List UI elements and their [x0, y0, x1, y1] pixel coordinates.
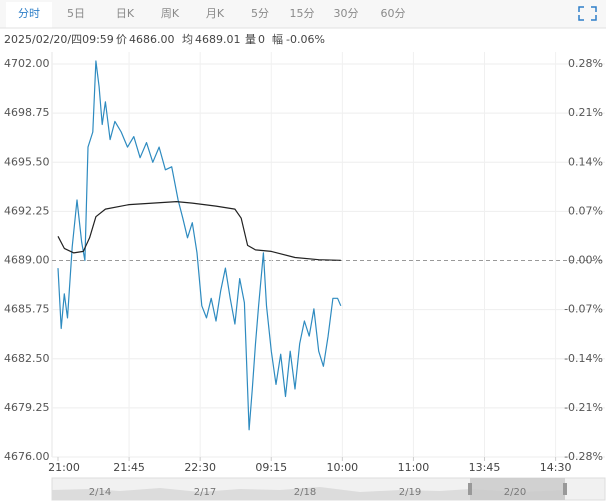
toolbar: [0, 0, 606, 28]
x-tick-label: 13:45: [469, 461, 501, 474]
info-label: 均: [182, 33, 193, 46]
y2-tick-label: -0.07%: [564, 303, 603, 316]
navigator-date: 2/19: [399, 487, 421, 498]
x-tick-label: 22:30: [184, 461, 216, 474]
navigator-date: 2/20: [504, 487, 526, 498]
y-tick-label: 4682.50: [4, 352, 50, 365]
series-line: [57, 201, 341, 261]
y-tick-label: 4689.00: [4, 254, 50, 267]
navigator-window[interactable]: [470, 478, 565, 500]
tab[interactable]: 60分: [381, 7, 406, 20]
navigator-preview: [52, 487, 565, 500]
info-value: 4686.00: [129, 33, 175, 46]
info-label: 价: [116, 33, 127, 46]
y2-tick-label: 0.00%: [568, 254, 603, 267]
x-tick-label: 10:00: [326, 461, 358, 474]
tab[interactable]: 分时: [18, 7, 40, 20]
y-tick-label: 4695.50: [4, 155, 50, 168]
navigator-handle[interactable]: [563, 483, 567, 495]
y-tick-label: 4676.00: [4, 450, 50, 463]
navigator-date: 2/17: [194, 487, 216, 498]
info-value: -0.06%: [286, 33, 325, 46]
tab[interactable]: 15分: [290, 7, 315, 20]
series-line: [57, 60, 342, 431]
y-tick-label: 4685.75: [4, 303, 50, 316]
info-value: 4689.01: [195, 33, 241, 46]
y-tick-label: 4679.25: [4, 401, 50, 414]
fullscreen-icon[interactable]: [578, 6, 597, 21]
x-tick-label: 21:00: [48, 461, 80, 474]
info-label: 幅: [272, 33, 283, 46]
y2-tick-label: 0.07%: [568, 204, 603, 217]
navigator-date: 2/14: [89, 487, 111, 498]
tab[interactable]: 周K: [161, 7, 180, 20]
y2-tick-label: -0.28%: [564, 450, 603, 463]
info-line: 2025/02/20/四09:59 价 4686.00 均 4689.01 量 …: [4, 33, 325, 46]
tab[interactable]: 5分: [251, 7, 269, 20]
x-tick-label: 21:45: [113, 461, 145, 474]
x-tick-label: 14:30: [540, 461, 572, 474]
info-time: 2025/02/20/四09:59: [4, 33, 114, 46]
y2-tick-label: 0.14%: [568, 155, 603, 168]
x-tick-label: 11:00: [398, 461, 430, 474]
x-tick-label: 09:15: [255, 461, 287, 474]
y2-tick-label: 0.28%: [568, 57, 603, 70]
y-tick-label: 4698.75: [4, 106, 50, 119]
tab[interactable]: 日K: [116, 7, 135, 20]
tab[interactable]: 5日: [67, 7, 85, 20]
info-value: 0: [258, 33, 265, 46]
info-label: 量: [245, 33, 256, 46]
y2-tick-label: 0.21%: [568, 106, 603, 119]
tab[interactable]: 30分: [334, 7, 359, 20]
y-tick-label: 4692.25: [4, 204, 50, 217]
active-tab-bg: [6, 2, 52, 28]
y2-tick-label: -0.14%: [564, 352, 603, 365]
y-tick-label: 4702.00: [4, 57, 50, 70]
navigator-handle[interactable]: [468, 483, 472, 495]
navigator-date: 2/18: [294, 487, 316, 498]
y2-tick-label: -0.21%: [564, 401, 603, 414]
tab[interactable]: 月K: [206, 7, 225, 20]
